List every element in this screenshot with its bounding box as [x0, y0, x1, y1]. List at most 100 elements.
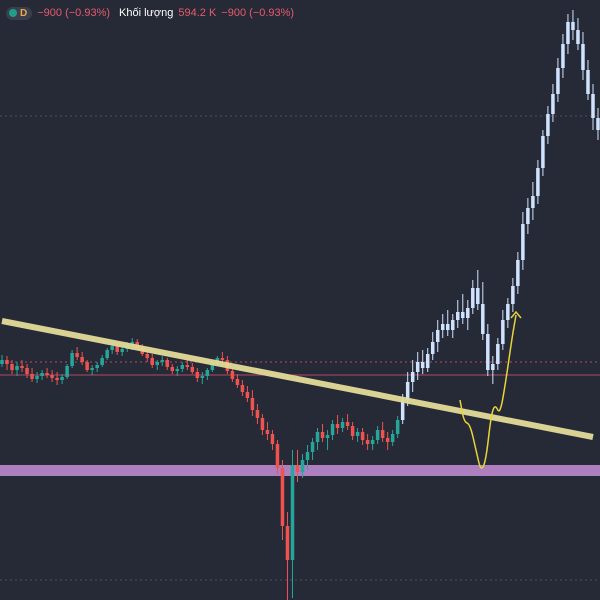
candle-body — [571, 22, 575, 30]
chart-legend: D −900 (−0.93%) Khối lượng 594.2 K −900 … — [6, 4, 294, 22]
candle-body — [345, 422, 350, 426]
candle-body — [456, 312, 460, 320]
candle-body — [315, 432, 320, 442]
candle-body — [105, 350, 109, 358]
candle-body — [395, 420, 400, 434]
candle-body — [205, 370, 210, 376]
candle-body — [255, 410, 260, 418]
candle-body — [526, 208, 530, 224]
candle-body — [70, 353, 74, 366]
candle-body — [100, 358, 104, 365]
candle-body — [200, 376, 205, 378]
candle-body — [370, 440, 375, 444]
candle-body — [471, 288, 475, 308]
candle-body — [80, 357, 84, 362]
candle-body — [90, 368, 94, 370]
candle-body — [380, 430, 385, 438]
candle-body — [15, 366, 19, 370]
volume-value: 594.2 K — [178, 7, 217, 19]
projection-path-drawing[interactable] — [459, 310, 522, 469]
candle-body — [355, 432, 360, 436]
candle-body — [531, 196, 535, 208]
candle-body — [375, 430, 380, 440]
support-zone-band — [0, 465, 600, 476]
interval-badge[interactable]: D — [6, 6, 33, 20]
candle-body — [195, 372, 200, 378]
candle-body — [145, 354, 149, 358]
candle-body — [260, 418, 265, 430]
candle-body — [165, 360, 170, 367]
candle-body — [20, 366, 24, 368]
candle-body — [35, 376, 39, 379]
volume-label: Khối lượng — [119, 7, 174, 19]
candle-body — [220, 358, 225, 360]
price-change: −900 (−0.93%) — [37, 7, 111, 19]
candle-body — [390, 434, 395, 442]
candle-body — [180, 365, 185, 369]
candle-body — [270, 434, 275, 444]
candle-body — [430, 342, 435, 354]
candle-body — [335, 424, 340, 428]
candle-body — [521, 224, 525, 260]
candle-body — [591, 94, 595, 118]
candle-body — [305, 452, 310, 460]
candle-body — [300, 460, 305, 472]
candle-body — [440, 324, 445, 330]
candle-body — [476, 288, 480, 304]
candle-body — [175, 369, 180, 371]
projection-arrow-icon — [510, 310, 522, 319]
candle-body — [230, 371, 235, 379]
volume-change: −900 (−0.93%) — [221, 7, 295, 19]
candle-body — [95, 365, 99, 368]
candle-body — [516, 260, 520, 286]
candle-body — [325, 435, 330, 438]
trendline-drawing[interactable] — [1, 318, 594, 440]
candle-body — [451, 320, 455, 330]
candle-body — [320, 432, 325, 438]
candle-body — [536, 168, 540, 196]
candle-body — [5, 360, 9, 364]
candle-body — [330, 424, 335, 435]
candle-body — [25, 368, 29, 374]
candle-body — [85, 362, 89, 370]
interval-label: D — [20, 7, 28, 19]
candle-body — [481, 304, 485, 334]
candle-body — [285, 526, 290, 560]
candle-body — [235, 379, 240, 385]
candle-body — [546, 114, 550, 136]
candle-body — [576, 30, 580, 44]
candle-body — [425, 354, 430, 368]
candle-body — [491, 364, 495, 370]
candle-body — [65, 366, 69, 377]
candle-body — [155, 362, 160, 365]
candle-body — [60, 377, 64, 380]
candle-body — [75, 353, 79, 357]
candle-body — [210, 364, 215, 370]
candle-body — [45, 373, 49, 375]
candle-body — [435, 330, 440, 342]
candle-body — [365, 440, 370, 444]
candle-body — [150, 358, 155, 365]
candle-body — [55, 378, 59, 380]
candle-body — [170, 367, 175, 371]
candle-body — [240, 385, 245, 392]
candle-body — [185, 365, 190, 367]
candle-body — [551, 94, 555, 114]
candle-body — [541, 136, 545, 168]
candle-body — [310, 442, 315, 452]
candle-body — [50, 375, 54, 378]
candle-body — [130, 342, 134, 345]
candle-body — [295, 465, 300, 472]
reference-levels — [0, 115, 600, 581]
candle-body — [405, 382, 410, 400]
candle-body — [340, 422, 345, 428]
candle-body — [511, 286, 515, 304]
candle-body — [160, 360, 165, 362]
candle-body — [410, 372, 415, 382]
candle-body — [290, 465, 295, 560]
candle-body — [466, 308, 470, 318]
candle-body — [250, 398, 255, 410]
candle-body — [110, 346, 114, 350]
